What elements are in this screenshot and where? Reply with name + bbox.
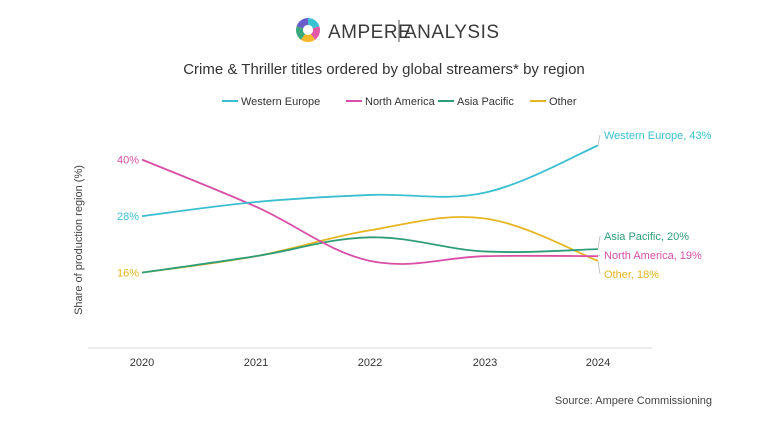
y-axis-label: Share of production region (%): [73, 165, 85, 315]
x-tick-label: 2020: [130, 357, 154, 369]
ampere-logo-icon: [296, 18, 320, 43]
logo-segment: [310, 26, 320, 40]
source-note: Source: Ampere Commissioning: [555, 395, 712, 407]
series-line-western-europe: [141, 144, 599, 218]
logo-segment: [308, 18, 320, 29]
legend-label-asia-pacific: Asia Pacific: [457, 96, 514, 108]
brand-name-right: ANALYSIS: [404, 22, 500, 43]
legend-label-other: Other: [549, 96, 577, 108]
leader-line: [597, 254, 601, 257]
start-value-label: 40%: [117, 155, 139, 167]
leader-line: [597, 260, 601, 275]
x-tick-label: 2023: [473, 357, 497, 369]
logo-segment: [296, 26, 306, 40]
series-line-asia-pacific: [141, 236, 599, 274]
x-tick-label: 2022: [358, 357, 382, 369]
x-tick-label: 2024: [586, 357, 610, 369]
chart-title: Crime & Thriller titles ordered by globa…: [183, 61, 585, 78]
logo-segment: [296, 18, 308, 29]
end-value-label: North America, 19%: [604, 250, 702, 262]
legend-label-western-europe: Western Europe: [241, 96, 320, 108]
series-line-north-america: [141, 158, 599, 265]
series-line-other: [141, 216, 599, 274]
start-value-label: 28%: [117, 211, 139, 223]
x-tick-labels: 2020 2021 2022 2023 2024: [130, 357, 610, 369]
legend-label-north-america: North America: [365, 96, 436, 108]
start-value-label: 16%: [117, 268, 139, 280]
x-tick-label: 2021: [244, 357, 268, 369]
legend: Western Europe North America Asia Pacific O…: [222, 96, 577, 108]
leader-line: [597, 134, 601, 146]
series-layer: [141, 144, 599, 274]
brand-name-left: AMPERE: [328, 22, 411, 43]
data-labels: 28% 40% 16% Western Europe, 43% North Americ…: [117, 130, 712, 281]
leader-line: [597, 235, 601, 250]
logo-segment: [300, 34, 316, 43]
end-value-label: Other, 18%: [604, 269, 659, 281]
end-value-label: Asia Pacific, 20%: [604, 231, 689, 243]
end-value-label: Western Europe, 43%: [604, 130, 712, 142]
